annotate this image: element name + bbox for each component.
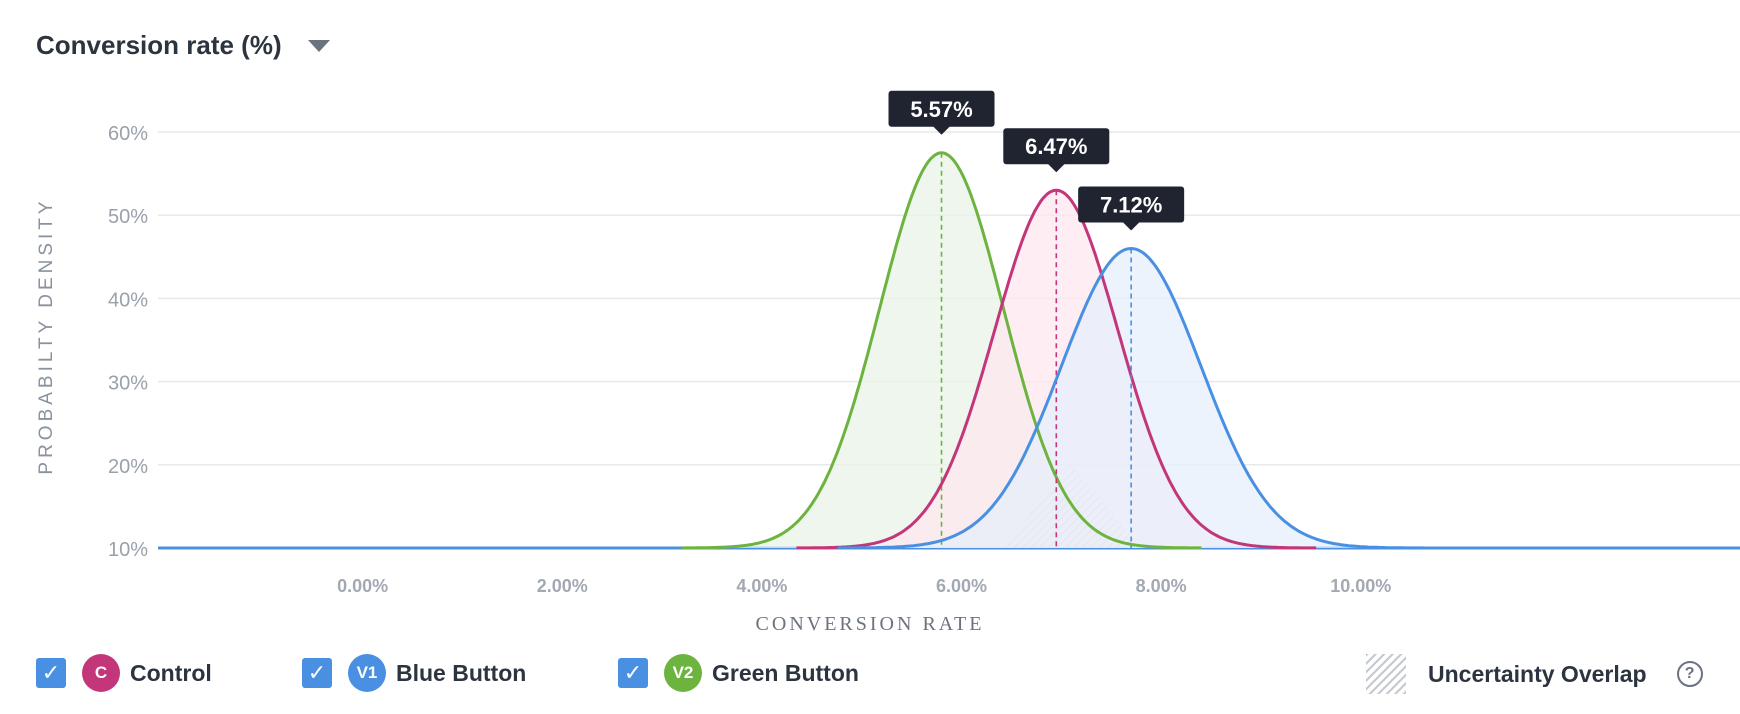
uncertainty-overlap-label: Uncertainty Overlap: [1428, 660, 1647, 687]
svg-text:5.57%: 5.57%: [910, 97, 972, 122]
x-tick-label: 6.00%: [936, 576, 987, 596]
area-blue-button: [837, 248, 1425, 548]
green-button-checkbox[interactable]: ✓: [618, 658, 648, 688]
data-label: 7.12%: [1078, 186, 1185, 231]
x-tick-label: 0.00%: [337, 576, 388, 596]
control-badge: C: [82, 654, 120, 692]
chart: 10% 20% 30% 40% 50% 60% 0.00% 2.00% 4.00% 6.00% 8.…: [36, 90, 1740, 635]
x-tick-label: 4.00%: [736, 576, 787, 596]
blue-button-checkbox[interactable]: ✓: [302, 658, 332, 688]
data-label: 6.47%: [1003, 128, 1110, 173]
y-tick-label: 20%: [108, 456, 148, 478]
svg-text:7.12%: 7.12%: [1100, 192, 1162, 217]
y-tick-label: 50%: [108, 206, 148, 228]
check-icon: ✓: [41, 660, 61, 685]
chevron-down-icon[interactable]: [307, 39, 330, 52]
area-green-button: [681, 152, 1202, 549]
control-checkbox[interactable]: ✓: [36, 658, 66, 688]
legend-label-blue-button: Blue Button: [396, 659, 527, 686]
check-icon: ✓: [623, 660, 643, 685]
blue-button-badge: V1: [348, 654, 386, 692]
hatch-pattern-icon: [1366, 654, 1406, 694]
y-axis-label: PROBABILTY DENSITY: [36, 197, 57, 474]
uncertainty-overlap: Uncertainty Overlap ?: [1366, 654, 1703, 694]
legend-label-green-button: Green Button: [712, 659, 859, 686]
x-tick-label: 8.00%: [1136, 576, 1187, 596]
legend-label-control: Control: [130, 659, 212, 686]
y-tick-label: 30%: [108, 373, 148, 395]
legend: ✓ C Control ✓ V1 Blue Button ✓ V2 Green …: [0, 654, 1740, 698]
help-icon[interactable]: ?: [1676, 661, 1703, 687]
legend-item-green-button[interactable]: ✓ V2 Green Button: [618, 654, 859, 692]
check-icon: ✓: [307, 660, 327, 685]
area-control: [796, 190, 1317, 548]
x-tick-label: 10.00%: [1330, 576, 1391, 596]
legend-item-blue-button[interactable]: ✓ V1 Blue Button: [302, 654, 526, 692]
svg-text:6.47%: 6.47%: [1025, 134, 1087, 159]
chart-title: Conversion rate (%): [36, 30, 282, 60]
curve-control[interactable]: [796, 188, 1317, 550]
y-tick-label: 60%: [108, 123, 148, 145]
chart-header: Conversion rate (%): [36, 30, 330, 61]
green-button-badge: V2: [664, 654, 702, 692]
y-tick-label: 40%: [108, 289, 148, 311]
data-label: 5.57%: [888, 90, 995, 135]
y-tick-label: 10%: [108, 539, 148, 561]
legend-item-control[interactable]: ✓ C Control: [36, 654, 212, 692]
x-axis-label: CONVERSION RATE: [756, 613, 985, 635]
x-tick-label: 2.00%: [537, 576, 588, 596]
